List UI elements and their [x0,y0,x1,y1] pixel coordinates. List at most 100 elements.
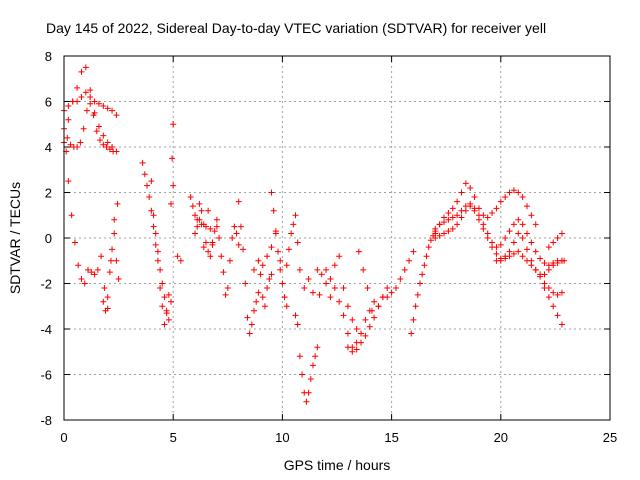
data-point [427,237,434,244]
data-point [515,216,522,223]
data-point [502,235,509,241]
data-point [502,194,509,201]
data-point [213,223,220,230]
data-point [71,239,78,246]
data-point [222,291,229,298]
data-point [515,230,522,237]
data-point [154,248,161,255]
data-point [275,248,282,255]
data-point [216,235,223,241]
data-point [268,244,275,251]
data-point [211,228,218,235]
data-point [375,303,382,310]
data-point [421,262,428,269]
data-point [279,280,286,287]
series-track-f [139,159,177,328]
data-point [312,353,319,360]
series-track-s [355,248,375,314]
x-tick-label: 5 [170,430,177,445]
data-point [524,203,531,210]
data-point [558,289,565,296]
data-point [323,280,330,287]
data-point [242,280,249,287]
data-point [114,200,121,207]
data-point [87,87,94,94]
data-point [74,98,81,105]
x-tick-label: 15 [384,430,398,445]
data-point [257,271,264,278]
data-point [82,64,89,71]
series-track-i [192,200,216,251]
data-point [255,289,262,296]
data-point [266,275,273,282]
data-point [100,132,107,139]
data-point [454,198,461,205]
data-point [115,275,122,282]
data-point [205,207,212,214]
data-point [67,141,74,148]
data-point [331,262,338,269]
data-point [83,107,90,114]
data-points [61,64,568,405]
data-point [94,266,101,273]
data-point [74,144,81,150]
data-point [554,235,561,241]
y-tick-label: 6 [45,95,52,110]
data-point [353,326,360,332]
data-point [467,203,474,210]
data-point [462,207,469,214]
data-point [65,178,72,185]
data-point [192,230,199,237]
data-point [244,314,251,321]
data-point [77,139,84,146]
data-point [532,248,539,255]
data-point [519,253,526,260]
data-point [336,253,343,260]
data-point [110,148,117,155]
series-track-x [493,248,568,278]
data-point [318,271,325,278]
data-point [103,144,110,150]
series-track-p [301,253,360,332]
x-tick-label: 10 [275,430,289,445]
data-point [170,121,177,128]
data-point [95,100,102,107]
data-point [229,235,236,241]
data-point [502,255,509,262]
data-point [198,221,205,228]
data-point [550,303,557,310]
data-point [150,223,157,230]
data-point [148,207,155,214]
data-point [366,323,373,330]
data-point [471,207,478,214]
data-point [364,285,371,292]
data-point [237,223,244,230]
data-point [259,294,266,301]
series-track-g [148,178,175,323]
data-point [510,221,517,228]
data-point [100,298,107,305]
data-point [168,200,175,207]
data-point [331,285,338,292]
data-point [248,321,255,328]
data-point [277,266,284,273]
data-point [64,134,71,141]
data-point [397,275,404,282]
data-point [458,189,465,196]
data-point [524,230,531,237]
data-point [82,89,89,96]
data-point [198,207,205,214]
series-track-y [541,285,565,328]
data-point [261,303,268,310]
data-point [519,194,526,201]
data-point [449,214,456,221]
data-point [545,266,552,273]
data-point [272,228,279,235]
data-point [253,298,260,305]
data-point [309,362,316,369]
data-point [497,241,504,248]
data-point [528,262,535,269]
data-point [301,285,308,292]
data-point [194,216,201,223]
data-point [554,260,561,267]
